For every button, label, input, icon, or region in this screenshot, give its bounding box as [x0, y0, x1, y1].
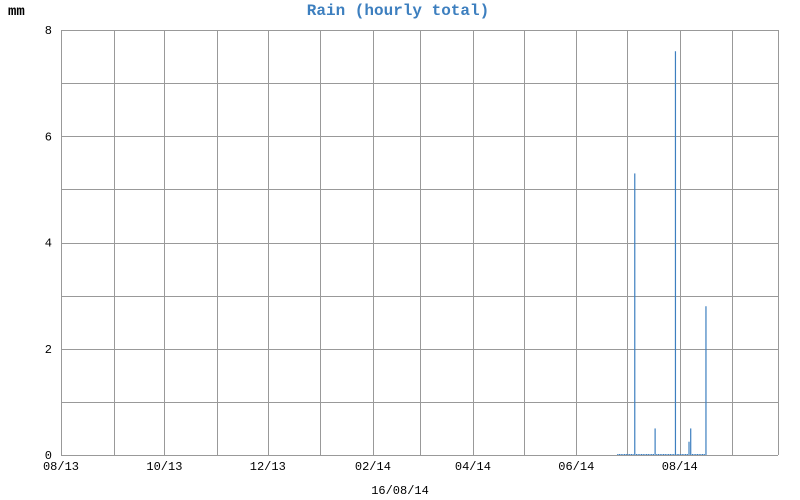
rain-bar	[644, 454, 646, 455]
rain-bar	[691, 454, 693, 455]
x-tick-labels: 08/13 10/13 12/13 02/14 04/14 06/14 08/14	[43, 460, 698, 474]
x-tick-label: 12/13	[250, 460, 286, 474]
rain-bar	[696, 454, 699, 455]
rain-bar	[624, 454, 626, 455]
rain-bar	[703, 454, 705, 455]
rain-bar	[617, 454, 619, 455]
rain-bar	[664, 454, 666, 455]
rain-bar	[620, 454, 622, 455]
x-tick-label: 06/14	[558, 460, 594, 474]
rain-bar	[651, 454, 653, 455]
rain-bar	[630, 454, 632, 455]
rain-bar	[701, 454, 704, 455]
rain-bar	[637, 454, 639, 455]
y-tick-label: 6	[45, 130, 52, 144]
rain-bar	[656, 454, 658, 455]
rain-bar	[688, 441, 690, 455]
y-axis-unit-label: mm	[8, 4, 25, 20]
rain-bar	[705, 306, 707, 455]
axes	[61, 30, 779, 456]
x-tick-label: 08/14	[662, 460, 698, 474]
rain-bar	[678, 454, 680, 455]
rain-bar	[669, 454, 671, 455]
rain-bar	[679, 454, 682, 455]
rain-bar	[622, 454, 624, 455]
rain-bar	[659, 454, 661, 455]
rain-bar	[661, 454, 663, 455]
rain-bar	[686, 454, 688, 455]
y-tick-label: 8	[45, 24, 52, 38]
x-tick-label: 04/14	[455, 460, 491, 474]
rain-bar	[640, 454, 643, 455]
rain-bar	[662, 454, 665, 455]
rain-bar	[649, 454, 651, 455]
rain-bar	[668, 454, 670, 455]
grid-lines	[61, 30, 778, 455]
y-tick-label: 4	[45, 237, 52, 251]
rain-bar	[681, 454, 683, 455]
rain-bar	[700, 454, 702, 455]
rain-bar	[673, 454, 675, 455]
rain-bar	[618, 454, 621, 455]
rain-bar	[690, 428, 692, 455]
rain-bar	[635, 454, 638, 455]
rain-bar	[693, 454, 695, 455]
y-tick-label: 2	[45, 343, 52, 357]
y-tick-labels: 0 2 4 6 8	[45, 24, 52, 463]
rain-bar	[632, 454, 634, 455]
rain-bar	[634, 173, 636, 455]
x-tick-label: 08/13	[43, 460, 79, 474]
x-tick-label: 10/13	[146, 460, 182, 474]
rain-bar	[625, 454, 627, 455]
rain-bar	[657, 454, 660, 455]
rain-bar	[652, 454, 655, 455]
y-tick-label: 0	[45, 449, 52, 463]
rain-bar	[647, 454, 649, 455]
date-label: 16/08/14	[371, 484, 429, 498]
rain-bar	[676, 454, 678, 455]
rain-bar	[646, 454, 648, 455]
rain-bar	[671, 454, 673, 455]
rain-bar	[698, 454, 700, 455]
rain-bar	[642, 454, 644, 455]
rain-bar	[683, 454, 685, 455]
rain-bar	[666, 454, 668, 455]
rain-bar	[674, 51, 677, 455]
chart-title: Rain (hourly total)	[307, 2, 489, 20]
rain-bars	[617, 51, 707, 455]
rain-bar	[685, 454, 687, 455]
rain-bar	[639, 454, 641, 455]
x-tick-label: 02/14	[355, 460, 391, 474]
rain-bar	[654, 428, 656, 455]
rain-bar	[695, 454, 697, 455]
rain-bar	[627, 454, 629, 455]
rain-bar	[629, 454, 631, 455]
